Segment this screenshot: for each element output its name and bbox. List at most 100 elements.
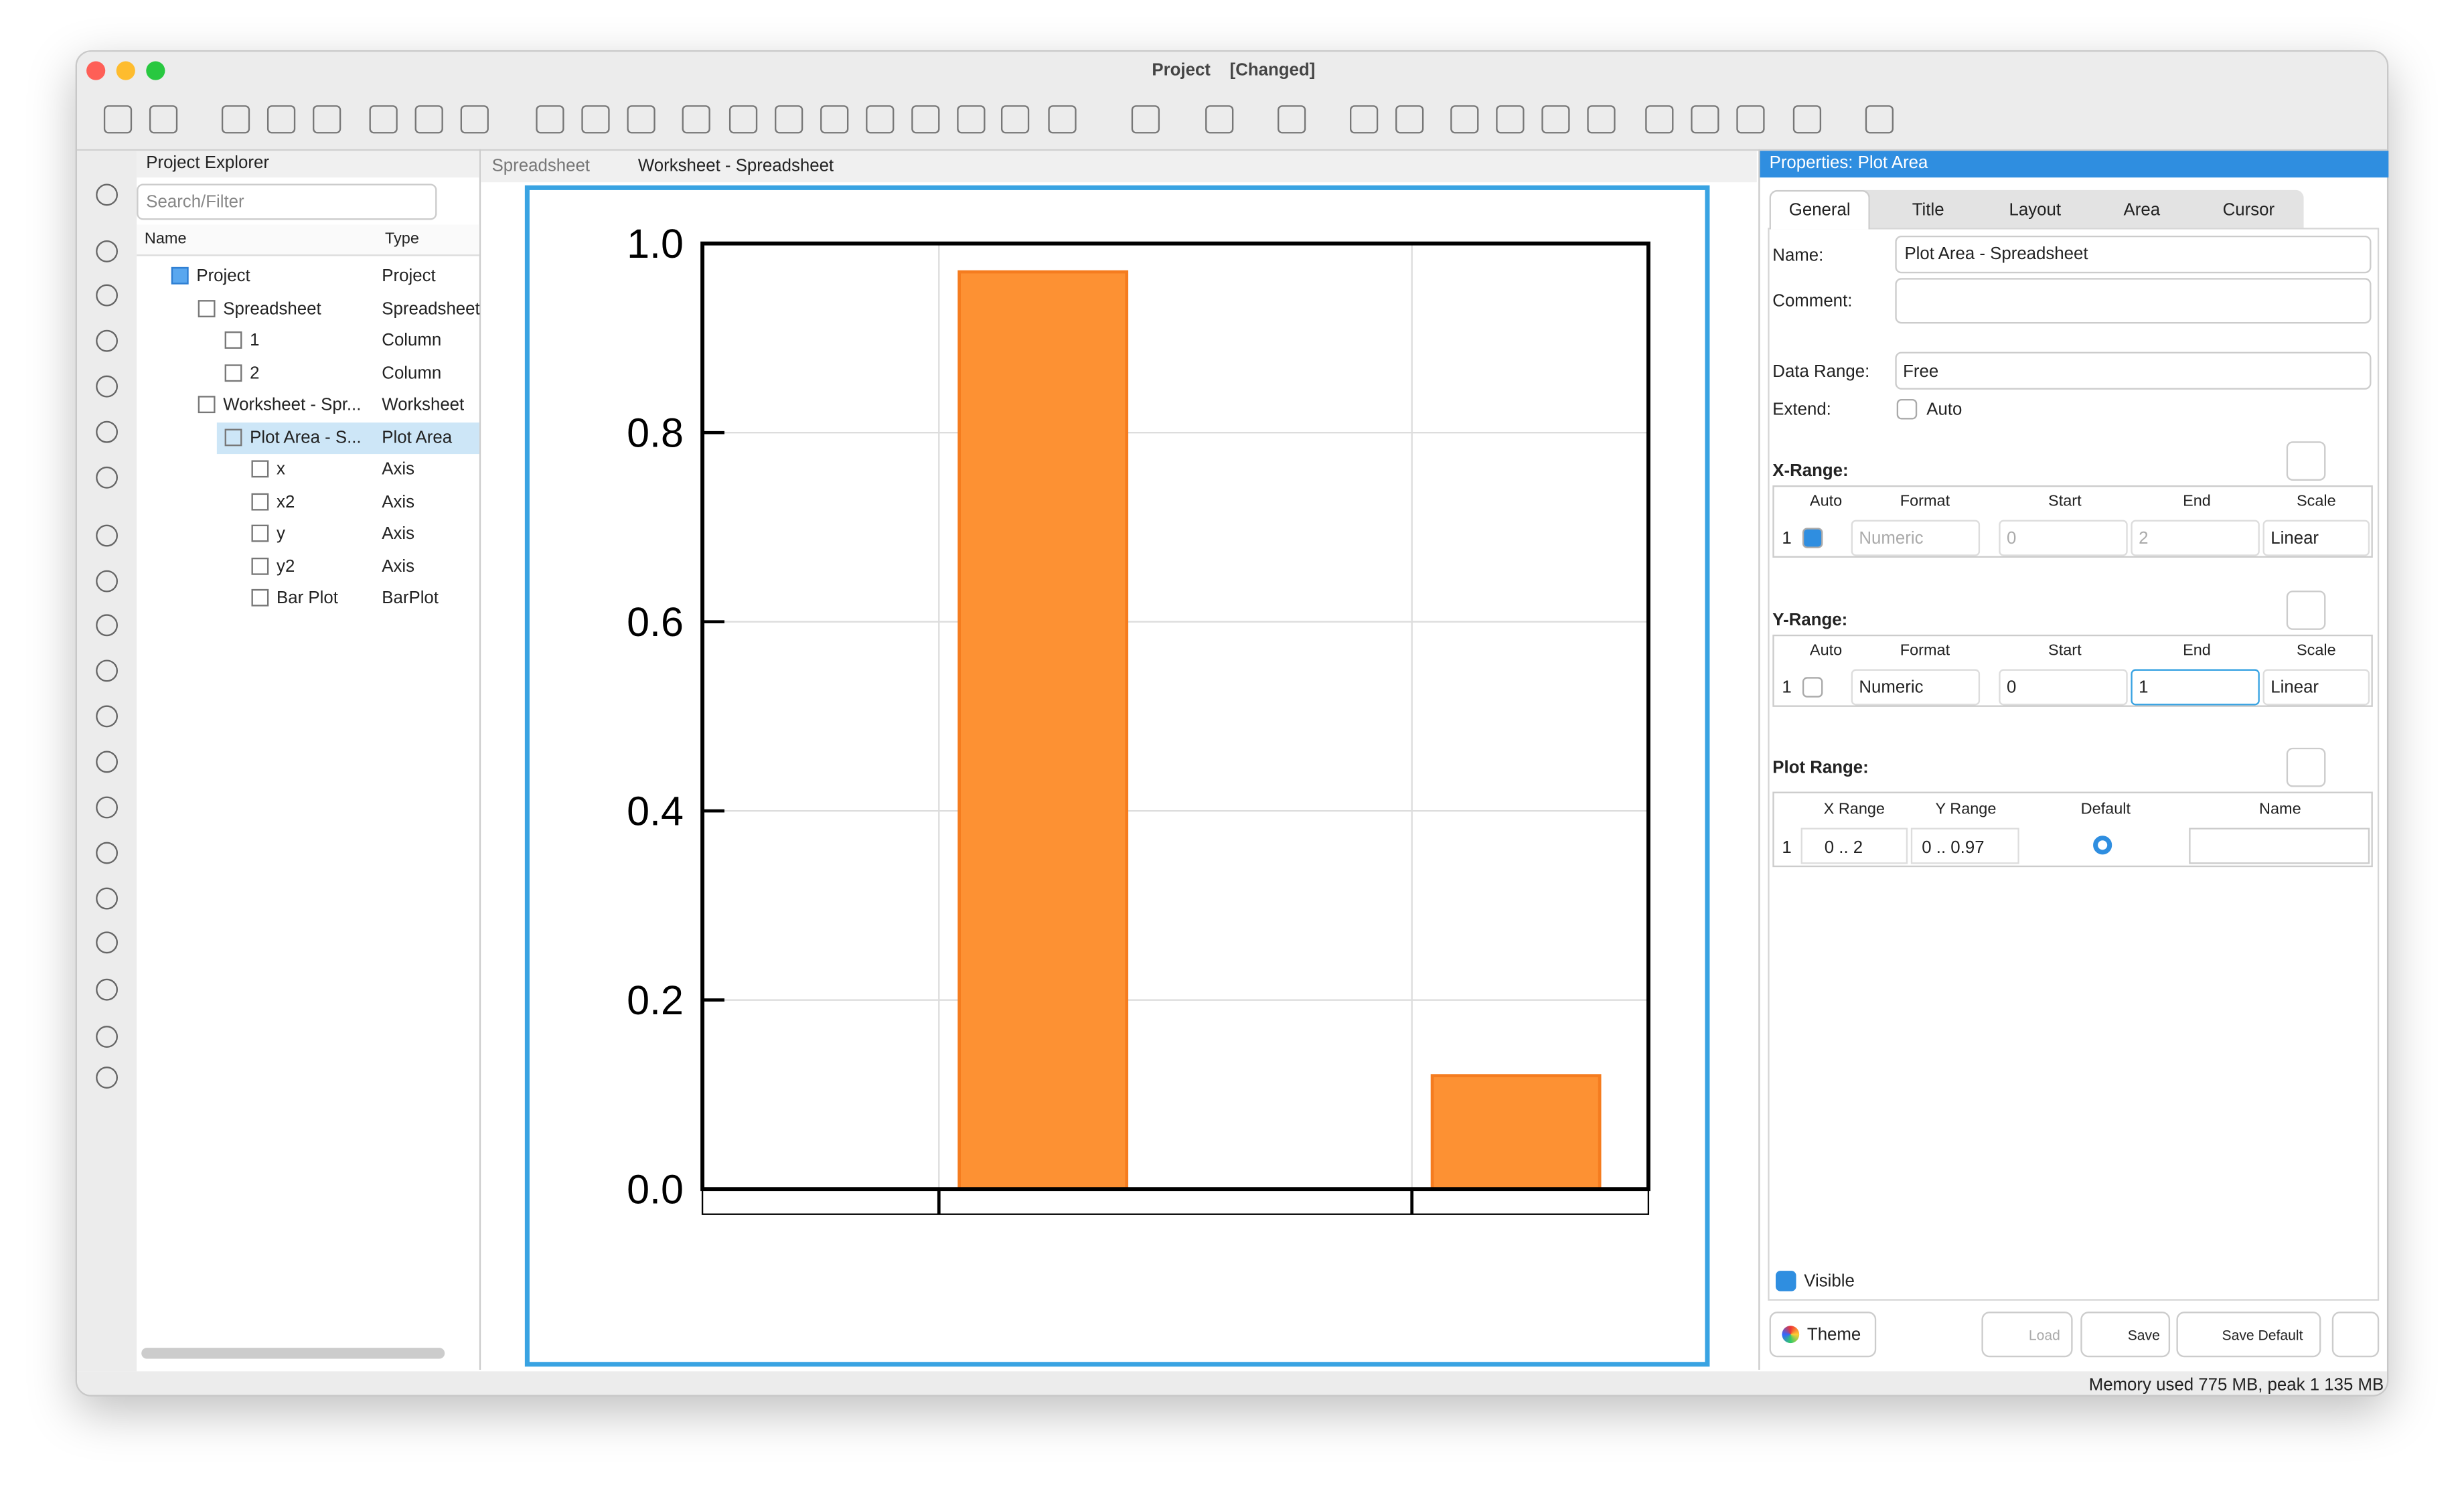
- button[interactable]: [2080, 1312, 2171, 1358]
- radio[interactable]: [2093, 836, 2112, 855]
- tool-button[interactable]: [96, 931, 119, 954]
- tool-button[interactable]: [96, 375, 119, 398]
- tool-button[interactable]: [96, 420, 119, 443]
- properties-tab[interactable]: Layout: [2009, 201, 2061, 220]
- tool-button[interactable]: [96, 570, 119, 593]
- toolbar-button[interactable]: [1865, 105, 1894, 134]
- toolbar-button[interactable]: [1792, 105, 1822, 134]
- cell-input[interactable]: [1851, 669, 1981, 706]
- toolbar-button[interactable]: [1048, 105, 1077, 134]
- toolbar-button[interactable]: [1691, 105, 1719, 134]
- tree-name[interactable]: Worksheet - Spr...: [223, 396, 362, 415]
- tool-button[interactable]: [96, 329, 119, 352]
- tool-button[interactable]: [96, 751, 119, 773]
- toolbar-button[interactable]: [313, 105, 341, 134]
- properties-tab[interactable]: General: [1788, 201, 1851, 220]
- toolbar-button[interactable]: [1278, 105, 1306, 134]
- close-button[interactable]: [86, 61, 106, 80]
- toolbar-button[interactable]: [221, 105, 250, 134]
- cell-input[interactable]: [1999, 669, 2128, 706]
- tool-button[interactable]: [96, 842, 119, 864]
- tab[interactable]: Worksheet - Spreadsheet: [637, 157, 834, 176]
- checkbox[interactable]: [1775, 1271, 1796, 1291]
- tool-button[interactable]: [96, 183, 119, 206]
- maximize-button[interactable]: [146, 61, 165, 80]
- add-button[interactable]: [2286, 590, 2326, 630]
- toolbar-button[interactable]: [149, 105, 178, 134]
- toolbar-button[interactable]: [1736, 105, 1765, 134]
- tool-button[interactable]: [96, 705, 119, 728]
- toolbar-button[interactable]: [414, 105, 443, 134]
- cell-input[interactable]: [2131, 520, 2260, 556]
- checkbox[interactable]: [1896, 398, 1918, 420]
- toolbar-button[interactable]: [1496, 105, 1525, 134]
- tree-name[interactable]: 2: [250, 364, 260, 383]
- toolbar-button[interactable]: [266, 105, 296, 134]
- toolbar-button[interactable]: [728, 105, 758, 134]
- add-button[interactable]: [2286, 747, 2326, 787]
- button-label[interactable]: Save: [2127, 1327, 2160, 1344]
- tool-button[interactable]: [96, 614, 119, 637]
- tool-button[interactable]: [96, 978, 119, 1001]
- toolbar-button[interactable]: [1645, 105, 1674, 134]
- toolbar-button[interactable]: [1541, 105, 1570, 134]
- properties-tab[interactable]: Cursor: [2222, 201, 2275, 220]
- toolbar-button[interactable]: [911, 105, 940, 134]
- cell-input[interactable]: [1800, 828, 1908, 864]
- toolbar-button[interactable]: [103, 105, 133, 134]
- button-label[interactable]: Load: [2028, 1327, 2060, 1344]
- tree-name[interactable]: Spreadsheet: [223, 299, 321, 319]
- cell-input[interactable]: [1999, 520, 2128, 556]
- tool-button[interactable]: [96, 887, 119, 910]
- tool-button[interactable]: [96, 1067, 119, 1089]
- tool-button[interactable]: [96, 659, 119, 682]
- button[interactable]: [2176, 1312, 2321, 1358]
- cell-input[interactable]: [1910, 828, 2019, 864]
- toolbar-button[interactable]: [1450, 105, 1479, 134]
- toolbar-button[interactable]: [866, 105, 895, 134]
- toolbar-button[interactable]: [682, 105, 710, 134]
- tree-name[interactable]: y2: [277, 556, 295, 576]
- toolbar-button[interactable]: [627, 105, 656, 134]
- tool-button[interactable]: [96, 240, 119, 262]
- button-label[interactable]: Theme: [1806, 1326, 1861, 1345]
- tool-button[interactable]: [96, 1026, 119, 1048]
- checkbox[interactable]: [1802, 528, 1823, 548]
- button-label[interactable]: Save Default: [2222, 1327, 2303, 1344]
- checkbox[interactable]: [1802, 677, 1823, 698]
- tool-button[interactable]: [96, 524, 119, 547]
- tree-name[interactable]: Project: [196, 266, 250, 287]
- toolbar-button[interactable]: [1000, 105, 1030, 134]
- toolbar-button[interactable]: [775, 105, 803, 134]
- toolbar-button[interactable]: [1395, 105, 1424, 134]
- tree-name[interactable]: y: [277, 524, 285, 544]
- add-button[interactable]: [2286, 441, 2326, 481]
- toolbar-button[interactable]: [1349, 105, 1379, 134]
- toolbar-button[interactable]: [581, 105, 610, 134]
- toolbar-button[interactable]: [820, 105, 849, 134]
- toolbar-button[interactable]: [460, 105, 489, 134]
- toolbar-button[interactable]: [1587, 105, 1616, 134]
- tree-name[interactable]: 1: [250, 331, 260, 351]
- tree-name[interactable]: Plot Area - S...: [250, 428, 362, 447]
- button[interactable]: [1981, 1312, 2073, 1358]
- tree-name[interactable]: x: [277, 460, 285, 479]
- properties-tab[interactable]: Area: [2123, 201, 2161, 220]
- tree-name[interactable]: Bar Plot: [277, 588, 338, 609]
- cell-input[interactable]: [2262, 669, 2370, 706]
- button[interactable]: [2331, 1312, 2380, 1358]
- minimize-button[interactable]: [116, 61, 135, 80]
- tab[interactable]: Spreadsheet: [491, 157, 591, 176]
- toolbar-button[interactable]: [957, 105, 986, 134]
- toolbar-button[interactable]: [536, 105, 564, 134]
- cell-input[interactable]: [2189, 828, 2370, 864]
- toolbar-button[interactable]: [1131, 105, 1160, 134]
- toolbar-button[interactable]: [1205, 105, 1234, 134]
- tool-button[interactable]: [96, 466, 119, 489]
- cell-input[interactable]: [2262, 520, 2370, 556]
- properties-tab[interactable]: Title: [1912, 201, 1944, 220]
- tool-button[interactable]: [96, 284, 119, 307]
- toolbar-button[interactable]: [369, 105, 398, 134]
- cell-input[interactable]: [2131, 669, 2260, 706]
- cell-input[interactable]: [1851, 520, 1981, 556]
